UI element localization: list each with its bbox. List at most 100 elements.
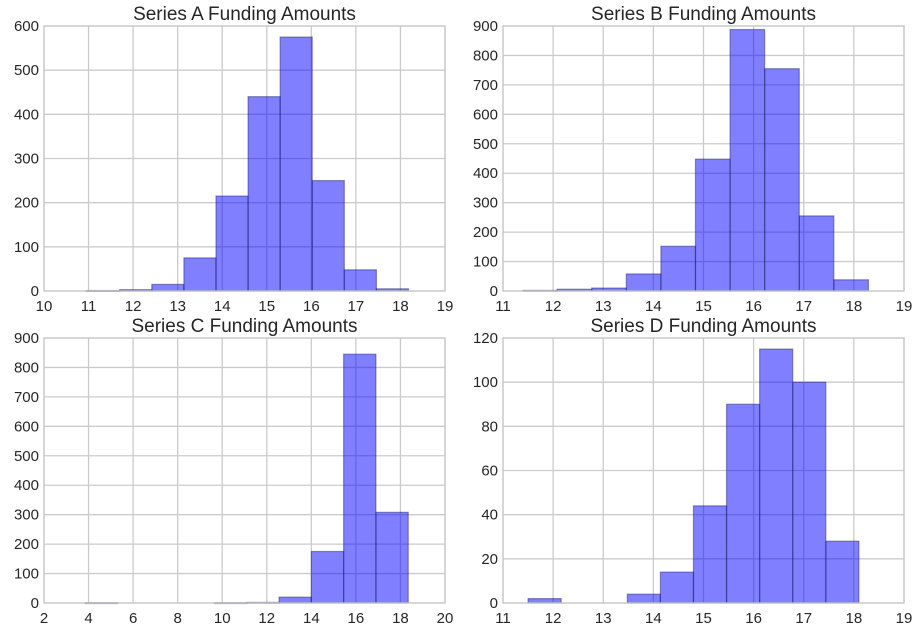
x-tick-label: 12 (545, 610, 562, 627)
y-tick-label: 700 (14, 389, 39, 406)
y-tick-label: 100 (14, 239, 39, 256)
chart-title: Series D Funding Amounts (590, 316, 816, 337)
histogram-bar (343, 269, 377, 292)
y-tick-label: 800 (473, 47, 498, 64)
histogram-bar (692, 505, 728, 604)
y-tick-label: 300 (14, 507, 39, 524)
x-tick-label: 16 (745, 298, 762, 315)
subplot-series-b: Series B Funding Amounts 11 12 13 14 15 16 17 18… (473, 4, 912, 315)
x-tick-label: 13 (595, 610, 612, 627)
x-tick-label: 17 (795, 298, 812, 315)
y-tick-label: 500 (473, 136, 498, 153)
histogram-bar (764, 68, 800, 292)
histogram-bar (694, 158, 731, 292)
x-tick-label: 11 (495, 298, 511, 315)
y-tick-label: 20 (481, 551, 498, 568)
y-tick-label: 400 (473, 165, 498, 182)
x-tick-label: 20 (437, 610, 454, 627)
y-tick-label: 0 (31, 595, 39, 612)
x-tick-label: 13 (595, 298, 612, 315)
histogram-bar (183, 257, 217, 292)
y-tick-label: 800 (14, 359, 39, 376)
plot-frame (502, 25, 905, 292)
x-tick-label: 12 (258, 610, 275, 627)
histogram-bar (626, 593, 661, 604)
histogram-bar (660, 245, 697, 292)
histogram-bar (833, 279, 870, 292)
y-tick-label: 100 (473, 254, 498, 271)
y-tick-label: 500 (14, 62, 39, 79)
x-tick-label: 12 (545, 298, 562, 315)
x-tick-label: 16 (348, 610, 365, 627)
x-tick-label: 19 (896, 610, 913, 627)
histogram-bar (343, 353, 377, 604)
histogram-bar (729, 28, 766, 292)
histogram-bar (247, 96, 281, 292)
subplot-series-d: Series D Funding Amounts 11 12 13 14 15 16 17 18… (473, 316, 912, 627)
histogram-bar (659, 571, 695, 604)
x-tick-label: 10 (36, 298, 53, 315)
y-tick-label: 200 (14, 536, 39, 553)
y-tick-label: 100 (14, 566, 39, 583)
plot-frame (502, 337, 905, 604)
histogram-bar (215, 195, 249, 292)
x-tick-label: 11 (81, 298, 97, 315)
x-tick-label: 11 (495, 610, 511, 627)
y-tick-label: 60 (481, 463, 498, 480)
x-tick-label: 14 (303, 610, 320, 627)
y-tick-label: 100 (473, 374, 498, 391)
x-tick-label: 14 (645, 610, 662, 627)
histogram-bar (310, 550, 345, 604)
x-tick-label: 15 (695, 298, 712, 315)
x-tick-label: 14 (214, 298, 231, 315)
histogram-bar (151, 283, 185, 292)
y-tick-label: 900 (14, 330, 39, 347)
histogram-bar (527, 597, 562, 604)
x-tick-label: 16 (303, 298, 320, 315)
y-tick-label: 400 (14, 477, 39, 494)
x-tick-label: 17 (348, 298, 365, 315)
histogram-bar (625, 273, 662, 292)
histogram-bar (792, 381, 827, 604)
y-tick-label: 200 (473, 224, 498, 241)
y-tick-label: 40 (481, 507, 498, 524)
x-tick-label: 6 (129, 610, 137, 627)
x-tick-label: 15 (695, 610, 712, 627)
y-tick-label: 400 (14, 106, 39, 123)
plot-frame (43, 337, 446, 604)
x-tick-label: 10 (214, 610, 231, 627)
x-tick-label: 17 (795, 610, 812, 627)
x-tick-label: 18 (846, 298, 863, 315)
y-tick-label: 200 (14, 195, 39, 212)
y-tick-label: 700 (473, 77, 498, 94)
x-tick-label: 4 (84, 610, 92, 627)
y-tick-label: 600 (14, 18, 39, 35)
histogram-bar (278, 596, 312, 604)
x-tick-label: 13 (169, 298, 186, 315)
plot-frame (43, 25, 446, 292)
histogram-bar (725, 403, 761, 604)
histogram-bar (279, 36, 313, 292)
x-tick-label: 2 (40, 610, 48, 627)
x-tick-label: 19 (896, 298, 913, 315)
y-tick-label: 600 (14, 418, 39, 435)
y-tick-label: 300 (473, 195, 498, 212)
x-tick-label: 8 (173, 610, 181, 627)
y-tick-label: 300 (14, 151, 39, 168)
y-tick-label: 900 (473, 18, 498, 35)
y-tick-label: 0 (31, 283, 39, 300)
x-tick-label: 12 (125, 298, 142, 315)
x-tick-label: 18 (846, 610, 863, 627)
chart-title: Series B Funding Amounts (591, 4, 816, 25)
y-tick-label: 500 (14, 448, 39, 465)
x-tick-label: 14 (645, 298, 662, 315)
x-tick-label: 18 (392, 298, 409, 315)
histogram-bar (311, 179, 345, 292)
histogram-bar (375, 511, 409, 604)
x-tick-label: 19 (437, 298, 454, 315)
histogram-bar (825, 540, 860, 604)
y-tick-label: 600 (473, 106, 498, 123)
y-tick-label: 80 (481, 418, 498, 435)
x-tick-label: 16 (745, 610, 762, 627)
